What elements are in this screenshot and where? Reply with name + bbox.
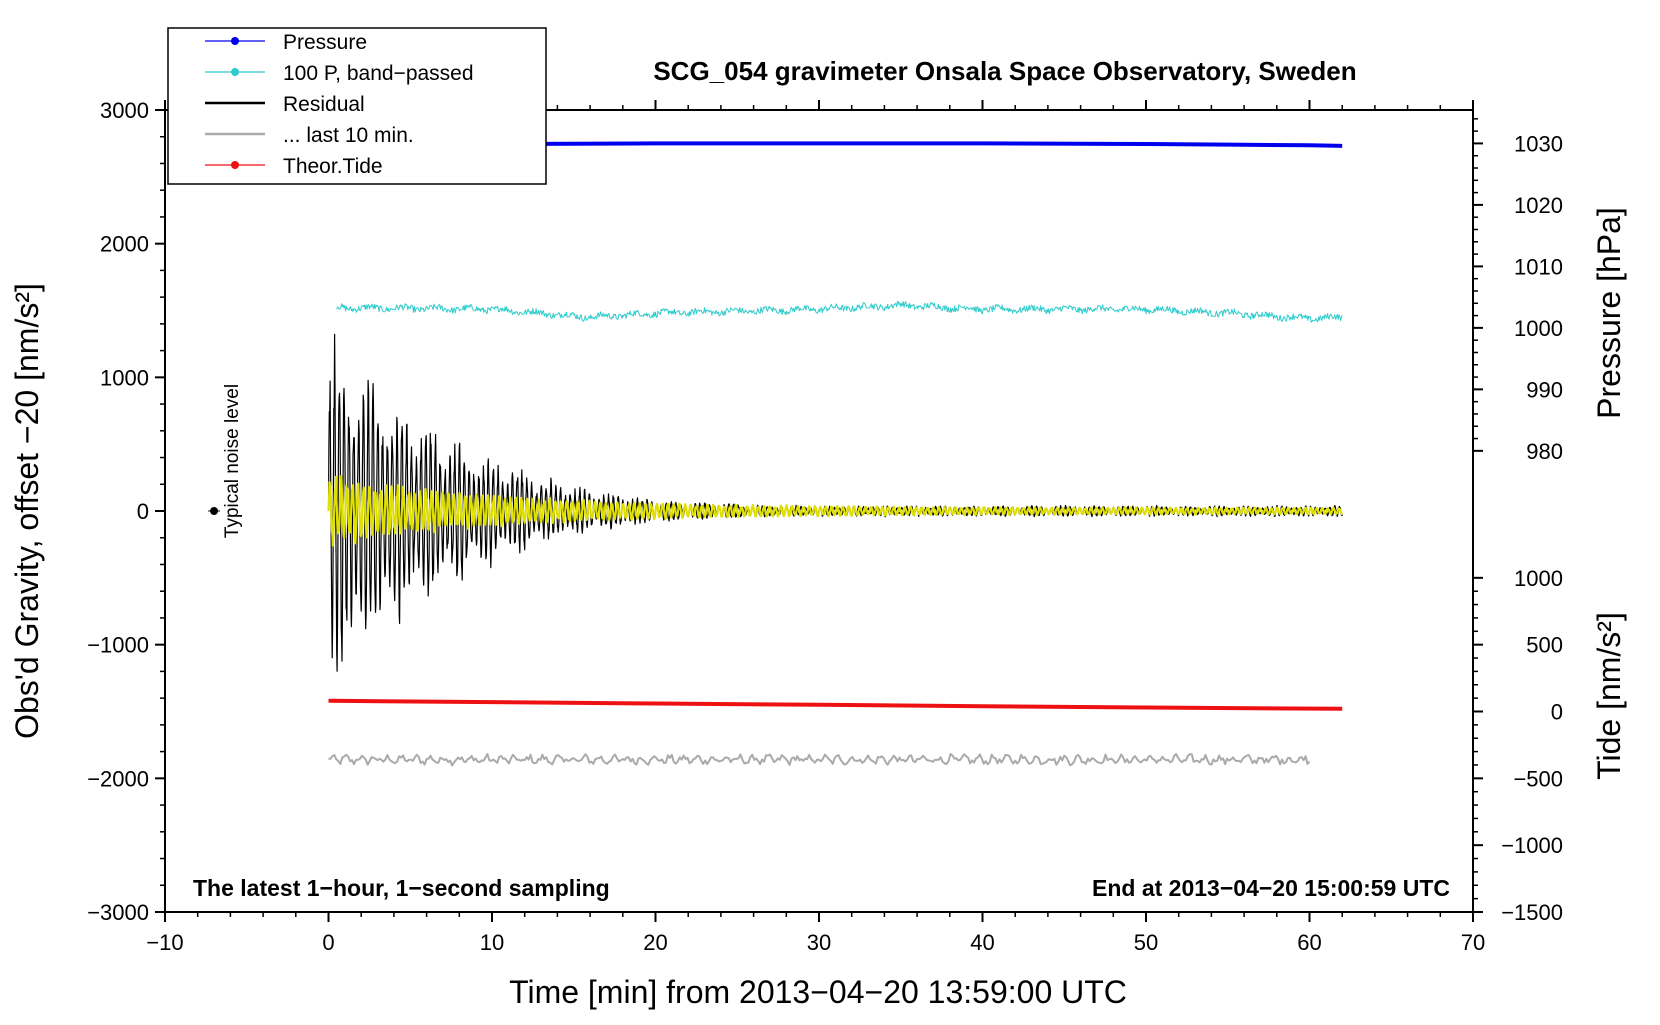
- pressure-tick-label: 990: [1526, 377, 1563, 402]
- tide-tick-label: 0: [1551, 700, 1563, 725]
- legend-marker: [231, 161, 239, 169]
- x-tick-label: 20: [643, 930, 667, 955]
- chart-title: SCG_054 gravimeter Onsala Space Observat…: [653, 56, 1356, 86]
- pressure-tick-label: 1010: [1514, 254, 1563, 279]
- x-tick-label: 30: [807, 930, 831, 955]
- noise-level-point: [210, 507, 219, 515]
- y-tick-label: 2000: [100, 232, 149, 257]
- legend-label: ... last 10 min.: [283, 124, 414, 147]
- y-tick-label: 1000: [100, 365, 149, 390]
- series-residual-highlight: [327, 474, 1343, 547]
- y-tick-label: 3000: [100, 98, 149, 123]
- legend-label: Residual: [283, 93, 365, 116]
- legend-box: [167, 27, 547, 185]
- legend-label: 100 P, band−passed: [283, 62, 474, 85]
- y-tick-label: −3000: [87, 900, 149, 925]
- pressure-tick-label: 980: [1526, 439, 1563, 464]
- pressure-tick-label: 1000: [1514, 316, 1563, 341]
- series-100p-band-passed: [336, 300, 1343, 323]
- y-tick-label: 0: [137, 499, 149, 524]
- sampling-note: The latest 1−hour, 1−second sampling: [193, 875, 610, 901]
- tide-tick-label: 500: [1526, 633, 1563, 658]
- pressure-tick-label: 1030: [1514, 131, 1563, 156]
- x-tick-label: 0: [322, 930, 334, 955]
- noise-level-label: Typical noise level: [222, 384, 243, 538]
- x-axis-title: Time [min] from 2013−04−20 13:59:00 UTC: [509, 974, 1127, 1010]
- x-tick-label: 70: [1461, 930, 1485, 955]
- tide-tick-label: −500: [1513, 766, 1563, 791]
- plot-frame: [164, 109, 1474, 913]
- y-tick-label: −1000: [87, 633, 149, 658]
- x-tick-label: 50: [1134, 930, 1158, 955]
- x-tick-label: 60: [1297, 930, 1321, 955]
- legend-marker: [231, 37, 239, 45]
- x-tick-label: 10: [480, 930, 504, 955]
- end-time-note: End at 2013−04−20 15:00:59 UTC: [1092, 875, 1450, 901]
- y-axis-title-gravity: Obs'd Gravity, offset −20 [nm/s²]: [9, 283, 45, 739]
- tide-tick-label: −1500: [1501, 900, 1563, 925]
- tide-tick-label: 1000: [1514, 566, 1563, 591]
- legend-label: Pressure: [283, 31, 367, 54]
- y-tick-label: −2000: [87, 766, 149, 791]
- legend-label: Theor.Tide: [283, 155, 383, 178]
- y-axis-title-pressure: Pressure [hPa]: [1591, 207, 1627, 419]
- legend: Pressure 100 P, band−passed Residual ... la…: [167, 27, 547, 185]
- y-axis-title-tide: Tide [nm/s²]: [1591, 612, 1627, 780]
- series-theor-tide: [328, 698, 1343, 711]
- pressure-tick-label: 1020: [1514, 193, 1563, 218]
- tide-tick-label: −1000: [1501, 833, 1563, 858]
- x-tick-label: −10: [146, 930, 183, 955]
- x-tick-label: 40: [970, 930, 994, 955]
- series-last-10-min: [328, 753, 1311, 767]
- legend-marker: [231, 68, 239, 76]
